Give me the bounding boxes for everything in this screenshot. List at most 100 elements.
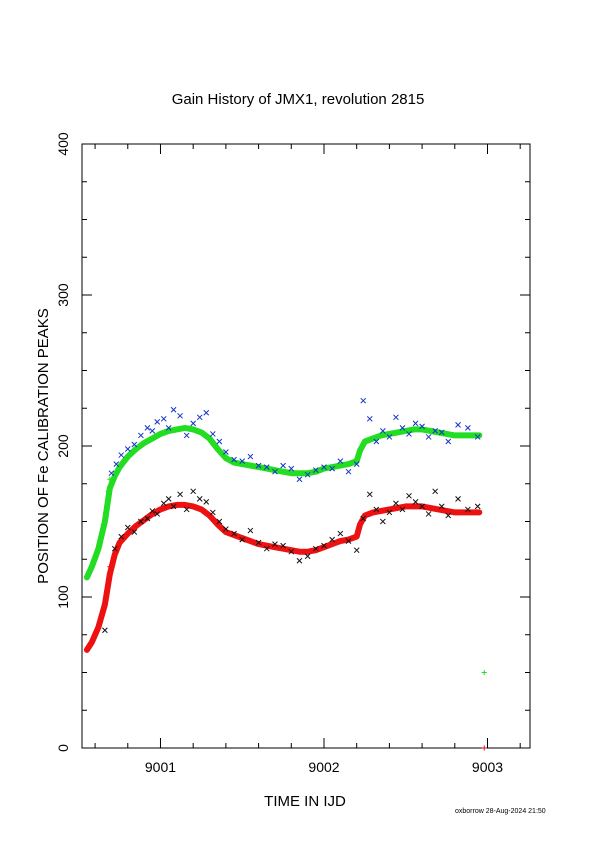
data-point — [84, 647, 90, 653]
data-point — [393, 414, 399, 421]
data-point — [329, 536, 336, 543]
data-point — [203, 409, 210, 416]
fit-curve — [83, 424, 483, 581]
data-point — [425, 511, 432, 517]
data-point — [183, 432, 190, 439]
data-point — [107, 564, 113, 570]
data-point — [102, 627, 108, 634]
data-point — [154, 418, 161, 425]
data-point — [288, 465, 295, 472]
fit-curve — [83, 501, 483, 653]
data-point — [425, 434, 432, 440]
series-1 — [83, 501, 483, 653]
data-point — [177, 491, 183, 498]
data-point — [124, 446, 131, 452]
data-point — [160, 500, 167, 507]
data-point — [196, 495, 203, 502]
x-tick-label: 9003 — [472, 759, 503, 775]
data-point — [406, 492, 412, 499]
data-point — [366, 491, 373, 498]
data-point — [432, 428, 439, 434]
data-point — [94, 627, 100, 633]
data-point — [87, 642, 93, 648]
data-point — [373, 438, 380, 445]
data-point — [321, 464, 327, 470]
data-point — [360, 515, 367, 522]
data-point — [105, 488, 111, 494]
data-point — [160, 415, 167, 422]
data-point — [154, 511, 161, 517]
data-point — [465, 506, 471, 513]
data-point — [379, 518, 386, 525]
data-point — [223, 449, 229, 455]
data-point — [149, 428, 156, 434]
x-axis-label: TIME IN IJD — [264, 793, 346, 810]
data-point — [353, 461, 360, 467]
data-point — [304, 471, 311, 478]
y-tick-label: 200 — [55, 434, 71, 458]
data-series — [83, 397, 487, 751]
data-point — [345, 468, 352, 475]
data-point — [124, 524, 131, 531]
data-point — [97, 543, 103, 549]
data-point — [366, 415, 373, 422]
data-point — [104, 503, 110, 509]
data-point — [296, 557, 303, 564]
data-point — [190, 420, 197, 427]
data-point — [263, 464, 270, 470]
data-point — [107, 476, 113, 482]
data-point — [149, 508, 156, 514]
data-point — [373, 506, 380, 513]
data-point — [183, 506, 190, 513]
data-point — [90, 558, 96, 564]
data-point — [231, 456, 237, 463]
data-point — [90, 636, 96, 642]
data-point — [386, 509, 393, 516]
data-point — [118, 452, 125, 458]
data-point — [481, 745, 487, 751]
data-point — [419, 423, 425, 430]
data-point — [337, 530, 344, 537]
x-tick-labels: 9001 9002 9003 — [145, 759, 503, 775]
data-point — [337, 458, 344, 464]
data-point — [399, 425, 406, 431]
data-point — [455, 422, 461, 428]
data-point — [474, 503, 481, 510]
data-point — [216, 438, 223, 445]
data-point — [304, 553, 311, 560]
data-point — [113, 461, 120, 467]
data-point — [209, 509, 216, 516]
data-point — [170, 503, 177, 510]
data-point — [223, 526, 229, 532]
y-tick-label: 400 — [55, 132, 71, 156]
data-point — [144, 425, 151, 431]
y-tick-label: 100 — [55, 585, 71, 609]
data-point — [108, 470, 115, 477]
x-tick-label: 9001 — [145, 759, 176, 775]
data-point — [216, 518, 223, 525]
data-point — [100, 606, 106, 612]
data-point — [131, 441, 138, 448]
data-point — [481, 670, 487, 675]
chart-title: Gain History of JMX1, revolution 2815 — [172, 91, 425, 108]
data-point — [312, 467, 319, 474]
data-point — [419, 503, 425, 510]
data-point — [263, 545, 270, 552]
data-point — [455, 495, 461, 502]
data-point — [345, 538, 352, 544]
footer-credit: oxborrow 28-Aug-2024 21:50 — [455, 808, 546, 815]
data-point — [94, 552, 100, 558]
data-point — [312, 545, 319, 552]
series-0 — [83, 424, 483, 581]
data-point — [165, 425, 172, 431]
data-point — [203, 499, 210, 505]
data-point — [272, 541, 278, 548]
data-point — [165, 495, 172, 502]
data-point — [329, 465, 336, 472]
data-point — [412, 420, 419, 427]
data-point — [87, 567, 93, 573]
data-point — [432, 488, 439, 495]
data-point — [131, 529, 138, 535]
data-point — [138, 518, 144, 525]
